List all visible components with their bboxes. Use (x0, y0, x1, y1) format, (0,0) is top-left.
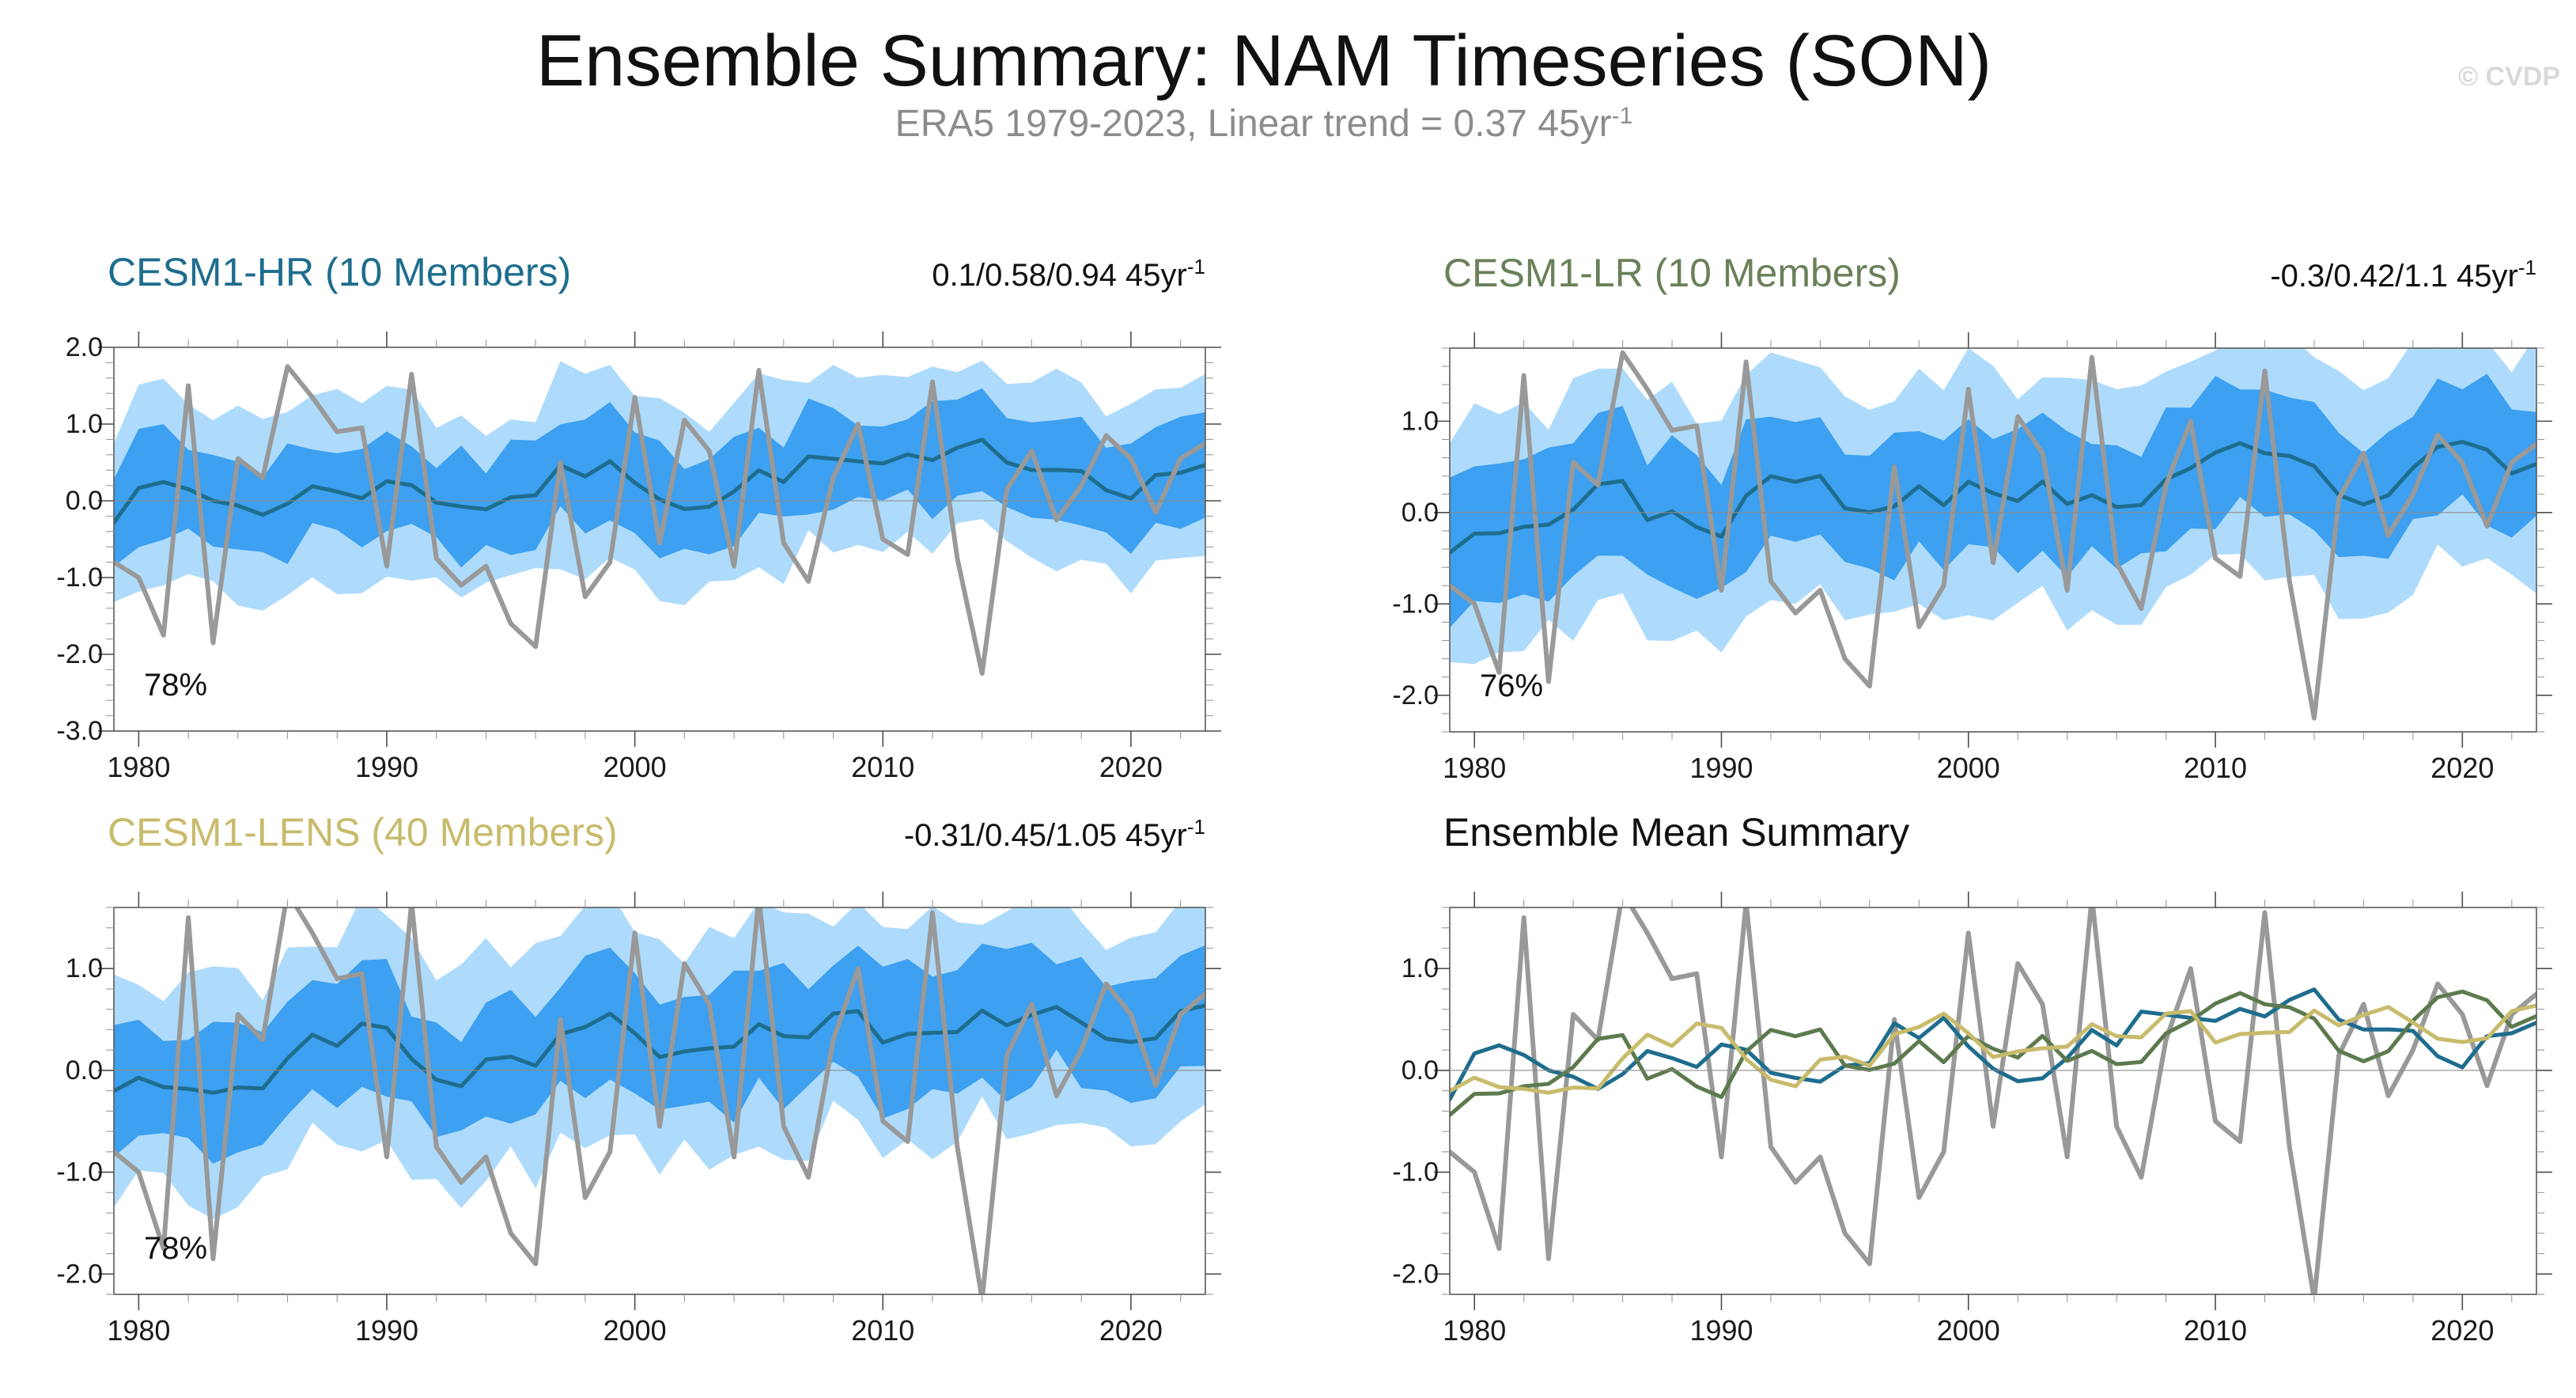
svg-text:© CVDP: © CVDP (2458, 62, 2560, 92)
svg-text:1.0: 1.0 (1401, 953, 1439, 983)
svg-text:78%: 78% (144, 668, 207, 703)
svg-text:Ensemble Mean Summary: Ensemble Mean Summary (1443, 810, 1909, 854)
svg-text:2010: 2010 (851, 1314, 914, 1347)
svg-text:1990: 1990 (355, 751, 418, 783)
svg-text:1980: 1980 (107, 751, 170, 783)
svg-text:-1.0: -1.0 (56, 563, 103, 593)
svg-text:2000: 2000 (1937, 752, 2000, 784)
svg-text:0.0: 0.0 (1401, 498, 1439, 528)
svg-text:2020: 2020 (2430, 1314, 2494, 1347)
svg-text:1.0: 1.0 (66, 953, 103, 983)
svg-text:ERA5 1979-2023, Linear trend =: ERA5 1979-2023, Linear trend = 0.37 45yr… (895, 103, 1633, 146)
svg-text:CESM1-HR (10 Members): CESM1-HR (10 Members) (108, 250, 571, 294)
svg-text:-1.0: -1.0 (1392, 589, 1439, 619)
svg-text:2020: 2020 (1099, 751, 1163, 783)
svg-text:1990: 1990 (1689, 752, 1753, 784)
svg-text:CESM1-LR (10 Members): CESM1-LR (10 Members) (1443, 251, 1901, 295)
svg-text:-2.0: -2.0 (56, 639, 103, 669)
svg-text:2.0: 2.0 (66, 332, 103, 362)
svg-text:2010: 2010 (851, 751, 914, 783)
svg-text:-3.0: -3.0 (56, 716, 103, 746)
svg-text:1980: 1980 (1443, 1314, 1506, 1347)
svg-text:78%: 78% (144, 1231, 207, 1266)
svg-text:-2.0: -2.0 (1392, 1259, 1439, 1289)
svg-text:1980: 1980 (107, 1314, 170, 1347)
svg-text:-2.0: -2.0 (1392, 680, 1439, 710)
svg-text:CESM1-LENS (40 Members): CESM1-LENS (40 Members) (108, 810, 618, 854)
svg-text:0.0: 0.0 (1401, 1055, 1439, 1085)
svg-text:0.1/0.58/0.94 45yr-1: 0.1/0.58/0.94 45yr-1 (932, 255, 1205, 293)
svg-text:0.0: 0.0 (66, 486, 103, 516)
svg-text:2000: 2000 (1937, 1314, 2000, 1347)
svg-text:-2.0: -2.0 (56, 1259, 103, 1289)
svg-text:-0.3/0.42/1.1 45yr-1: -0.3/0.42/1.1 45yr-1 (2270, 256, 2536, 294)
svg-text:-0.31/0.45/1.05 45yr-1: -0.31/0.45/1.05 45yr-1 (904, 815, 1205, 853)
svg-text:1.0: 1.0 (1401, 406, 1439, 436)
svg-text:2020: 2020 (2430, 752, 2494, 784)
svg-text:Ensemble Summary: NAM Timeseri: Ensemble Summary: NAM Timeseries (SON) (536, 21, 1992, 101)
svg-text:-1.0: -1.0 (1392, 1157, 1439, 1188)
svg-text:1980: 1980 (1443, 752, 1506, 784)
svg-text:1990: 1990 (1689, 1314, 1753, 1347)
svg-text:2000: 2000 (603, 1314, 667, 1347)
svg-text:2020: 2020 (1099, 1314, 1163, 1347)
svg-text:0.0: 0.0 (66, 1055, 103, 1085)
svg-text:76%: 76% (1480, 669, 1543, 703)
svg-text:-1.0: -1.0 (56, 1157, 103, 1188)
svg-text:1.0: 1.0 (66, 409, 103, 439)
svg-text:1990: 1990 (355, 1314, 418, 1347)
svg-text:2000: 2000 (603, 751, 667, 783)
svg-text:2010: 2010 (2184, 752, 2247, 784)
svg-text:2010: 2010 (2184, 1314, 2247, 1347)
